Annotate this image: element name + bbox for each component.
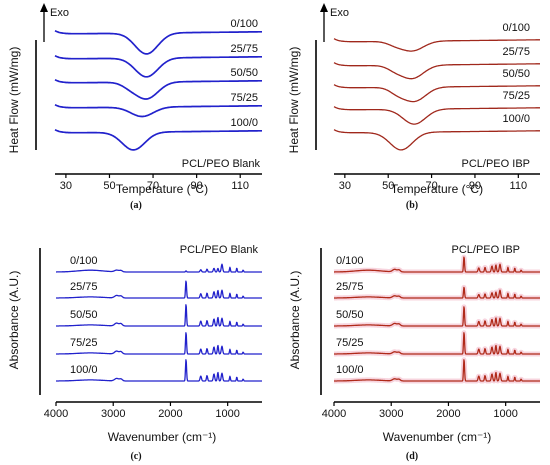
series-label: 50/50 [230,67,258,79]
panel-c-caption: (c) [130,451,141,462]
panel-b-plot-label: PCL/PEO IBP [462,158,530,170]
panel-d-xlabel: Wavenumber (cm⁻¹) [383,430,492,444]
panel-d-x-ticks: 4000 3000 2000 1000 [322,402,518,420]
panel-b-caption: (b) [406,200,418,211]
x-tick-label: 70 [147,180,159,192]
x-tick-label: 30 [60,180,72,192]
panel-b: Exo Heat Flow (mW/mg) 30 50 70 90 110 0/100 2… [287,3,540,211]
panel-d-series-labels: 0/100 25/75 50/50 75/25 100/0 [336,255,364,376]
x-tick-label: 110 [231,180,249,192]
series-label: 100/0 [70,364,98,376]
series-line [55,263,263,273]
panel-a-exo-label: Exo [50,7,69,19]
series-label: 25/75 [70,281,98,293]
panel-a-ylabel: Heat Flow (mW/mg) [7,47,21,154]
series-line [333,256,541,273]
x-tick-label: 3000 [379,408,403,420]
series-line [333,62,540,80]
series-halo [331,304,543,329]
x-tick-label: 2000 [436,408,460,420]
panel-a: Exo Heat Flow (mW/mg) 30 50 70 90 110 0/100 2… [7,3,263,211]
series-line [55,304,263,327]
panel-c-plot-label: PCL/PEO Blank [180,244,259,256]
series-line [333,332,541,355]
series-line [54,78,263,100]
panel-b-curves [333,38,540,151]
x-tick-label: 2000 [158,408,182,420]
series-label: 25/75 [502,46,530,58]
panel-b-x-ticks: 30 50 70 90 110 [339,174,527,192]
series-label: 0/100 [502,22,530,34]
panel-a-caption: (a) [130,200,142,211]
panel-d-ylabel: Absorbance (A.U.) [288,271,302,370]
series-line [333,286,541,299]
series-line [333,38,540,52]
series-label: 50/50 [336,309,364,321]
series-line [333,106,540,125]
panel-b-ylabel: Heat Flow (mW/mg) [287,47,301,154]
series-label: 25/75 [230,43,258,55]
panel-b-exo-label: Exo [330,7,349,19]
panel-c: Absorbance (A.U.) 4000 3000 2000 1000 0/100… [7,244,263,462]
x-tick-label: 70 [425,180,437,192]
panel-c-ylabel: Absorbance (A.U.) [7,271,21,370]
series-line [54,54,263,78]
series-label: 0/100 [230,18,258,30]
x-tick-label: 4000 [322,408,346,420]
series-line [333,84,540,103]
panel-a-curves [54,29,263,151]
x-tick-label: 1000 [493,408,517,420]
panel-b-series-labels: 0/100 25/75 50/50 75/25 100/0 [502,22,530,125]
series-label: 50/50 [502,68,530,80]
panel-d-caption: (d) [406,451,418,462]
x-tick-label: 90 [469,180,481,192]
panel-c-xlabel: Wavenumber (cm⁻¹) [108,430,217,444]
series-line [333,129,540,151]
x-tick-label: 90 [191,180,203,192]
x-tick-label: 4000 [44,408,68,420]
series-line [54,103,263,118]
x-tick-label: 50 [103,180,115,192]
series-label: 75/25 [70,337,98,349]
series-line [55,280,263,299]
panel-a-xlabel: Temperature (°C) [116,182,208,196]
panel-c-series-labels: 0/100 25/75 50/50 75/25 100/0 [70,255,98,376]
series-label: 25/75 [336,281,364,293]
series-label: 75/25 [336,337,364,349]
series-label: 0/100 [70,255,98,267]
panel-d: Absorbance (A.U.) 4000 3000 2000 1000 0/100… [288,244,543,462]
series-label: 100/0 [230,117,258,129]
x-tick-label: 1000 [215,408,239,420]
panel-a-series-labels: 0/100 25/75 50/50 75/25 100/0 [230,18,258,129]
panel-a-exo-arrowhead [40,3,48,12]
panel-a-plot-label: PCL/PEO Blank [182,158,261,170]
x-tick-label: 30 [339,180,351,192]
panel-c-x-ticks: 4000 3000 2000 1000 [44,402,240,420]
panel-b-exo-arrowhead [320,3,328,12]
series-halo [331,357,543,384]
panel-c-curves [55,263,263,382]
series-label: 100/0 [502,113,530,125]
x-tick-label: 50 [382,180,394,192]
panel-b-xlabel: Temperature (°C) [391,182,483,196]
panel-d-curves [331,254,543,384]
x-tick-label: 3000 [101,408,125,420]
x-tick-label: 110 [510,180,528,192]
series-halo [331,330,543,357]
panel-d-plot-label: PCL/PEO IBP [452,244,520,256]
series-label: 75/25 [502,90,530,102]
series-label: 100/0 [336,364,364,376]
series-line [54,29,263,55]
series-line [54,128,263,151]
series-line [55,332,263,355]
series-line [55,359,263,382]
series-label: 0/100 [336,255,364,267]
series-label: 50/50 [70,309,98,321]
series-line [333,359,541,382]
series-line [333,306,541,327]
series-label: 75/25 [230,92,258,104]
panel-a-x-ticks: 30 50 70 90 110 [60,174,249,192]
